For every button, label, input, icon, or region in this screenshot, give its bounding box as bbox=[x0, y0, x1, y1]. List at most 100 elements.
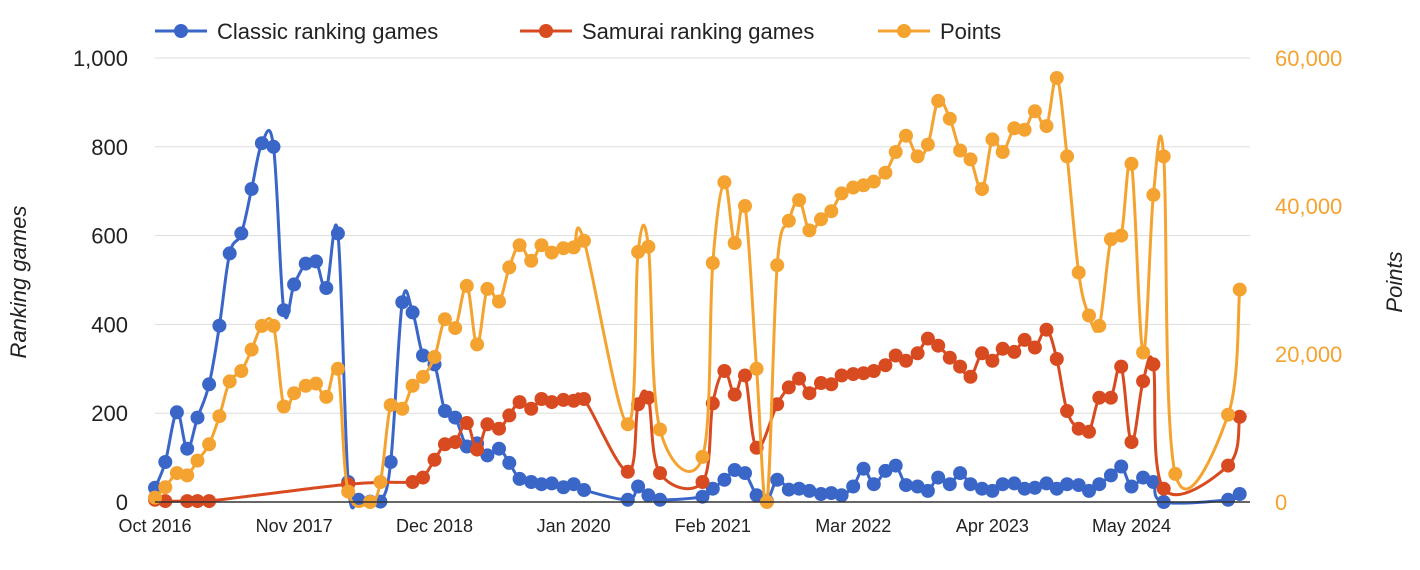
left-tick-label: 800 bbox=[91, 135, 128, 160]
data-point bbox=[802, 386, 817, 401]
data-point bbox=[556, 241, 571, 256]
data-point bbox=[920, 137, 935, 152]
data-point bbox=[705, 481, 720, 496]
data-point bbox=[738, 368, 752, 383]
data-point bbox=[254, 318, 269, 333]
data-point bbox=[502, 260, 517, 275]
data-point bbox=[975, 481, 989, 496]
data-point bbox=[180, 468, 195, 483]
data-point bbox=[234, 226, 249, 241]
data-point bbox=[1232, 487, 1247, 501]
data-point bbox=[878, 358, 893, 373]
data-point bbox=[717, 175, 732, 190]
data-point bbox=[834, 368, 849, 383]
data-point bbox=[416, 348, 430, 363]
data-point bbox=[1071, 478, 1086, 493]
data-point bbox=[148, 490, 162, 505]
data-point bbox=[781, 380, 796, 395]
data-point bbox=[1060, 149, 1075, 164]
data-point bbox=[1049, 352, 1064, 366]
data-point bbox=[1060, 477, 1075, 492]
data-point bbox=[641, 390, 656, 405]
data-point bbox=[534, 238, 549, 253]
data-point bbox=[190, 453, 205, 468]
data-point bbox=[1027, 104, 1042, 119]
data-point bbox=[888, 458, 903, 473]
data-point bbox=[920, 331, 935, 346]
data-point bbox=[1082, 424, 1096, 439]
data-point bbox=[1007, 344, 1022, 359]
data-point bbox=[212, 409, 227, 424]
data-point bbox=[963, 369, 978, 384]
data-point bbox=[459, 278, 474, 293]
data-point bbox=[1082, 308, 1096, 323]
data-point bbox=[717, 472, 732, 487]
data-point bbox=[1156, 149, 1171, 164]
data-point bbox=[1146, 357, 1161, 372]
data-point bbox=[492, 441, 506, 456]
data-point bbox=[480, 448, 495, 463]
data-point bbox=[309, 254, 323, 269]
data-point bbox=[653, 466, 667, 481]
data-point bbox=[405, 305, 420, 320]
data-point bbox=[802, 223, 817, 238]
legend-label: Points bbox=[940, 19, 1001, 44]
data-point bbox=[770, 397, 785, 412]
data-point bbox=[180, 441, 195, 456]
data-point bbox=[319, 389, 334, 404]
data-point bbox=[814, 212, 828, 227]
data-point bbox=[577, 233, 591, 248]
data-point bbox=[953, 143, 968, 158]
data-point bbox=[1017, 481, 1032, 496]
data-point bbox=[416, 369, 430, 384]
data-point bbox=[373, 475, 388, 489]
data-point bbox=[814, 487, 828, 501]
data-point bbox=[244, 182, 259, 196]
left-tick-label: 200 bbox=[91, 401, 128, 426]
data-point bbox=[383, 455, 398, 469]
series-layer bbox=[148, 71, 1247, 510]
data-point bbox=[1124, 156, 1139, 171]
data-point bbox=[1092, 390, 1107, 405]
data-point bbox=[1136, 374, 1151, 389]
data-point bbox=[878, 463, 893, 478]
data-point bbox=[749, 488, 764, 503]
series-classic-ranking-games bbox=[148, 128, 1247, 510]
data-point bbox=[1221, 492, 1236, 507]
data-point bbox=[1103, 390, 1118, 405]
data-point bbox=[1168, 466, 1183, 481]
data-point bbox=[1027, 480, 1042, 495]
data-point bbox=[1039, 476, 1054, 491]
data-point bbox=[276, 303, 291, 318]
data-point bbox=[866, 477, 881, 492]
data-point bbox=[416, 470, 430, 485]
data-point bbox=[577, 483, 591, 497]
data-point bbox=[931, 93, 946, 108]
data-point bbox=[781, 213, 796, 228]
data-point bbox=[1221, 458, 1236, 473]
data-point bbox=[577, 392, 591, 406]
data-point bbox=[899, 128, 913, 143]
data-point bbox=[802, 483, 817, 498]
data-point bbox=[1092, 318, 1107, 333]
data-point bbox=[180, 494, 195, 509]
data-point bbox=[866, 364, 881, 378]
data-point bbox=[287, 386, 302, 401]
data-point bbox=[846, 479, 861, 494]
data-point bbox=[1103, 468, 1118, 483]
data-point bbox=[544, 395, 559, 410]
x-tick-label: Apr 2023 bbox=[956, 516, 1029, 536]
data-point bbox=[899, 353, 913, 368]
data-point bbox=[770, 258, 785, 273]
data-point bbox=[254, 136, 269, 151]
right-axis-title: Points bbox=[1382, 251, 1407, 312]
data-point bbox=[931, 470, 946, 485]
data-point bbox=[792, 371, 807, 386]
data-point bbox=[266, 139, 281, 154]
data-point bbox=[695, 489, 710, 504]
right-axis-ticks: 0 20,000 40,000 60,000 bbox=[1275, 46, 1342, 515]
data-point bbox=[383, 398, 398, 413]
data-point bbox=[566, 240, 581, 255]
data-point bbox=[727, 236, 742, 250]
data-point bbox=[1156, 481, 1171, 496]
